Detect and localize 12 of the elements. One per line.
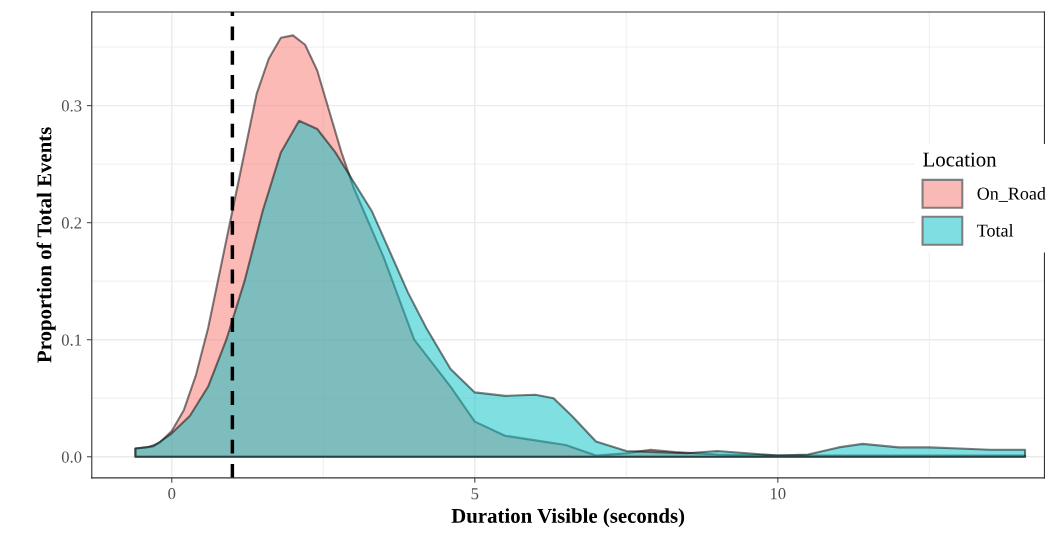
legend-label: On_Road xyxy=(977,187,1046,202)
x-tick-label: 10 xyxy=(770,488,786,500)
y-tick-label: 0.0 xyxy=(61,451,82,463)
y-axis-title: Proportion of Total Events xyxy=(36,127,56,363)
y-tick-label: 0.3 xyxy=(61,100,82,112)
y-tick-label: 0.1 xyxy=(61,334,82,346)
x-axis-title: Duration Visible (seconds) xyxy=(451,508,685,528)
legend-title: Location xyxy=(923,152,997,167)
x-tick-label: 5 xyxy=(471,488,479,500)
x-tick-label: 0 xyxy=(168,488,176,500)
legend-label: Total xyxy=(977,223,1014,237)
y-tick-label: 0.2 xyxy=(61,217,82,229)
